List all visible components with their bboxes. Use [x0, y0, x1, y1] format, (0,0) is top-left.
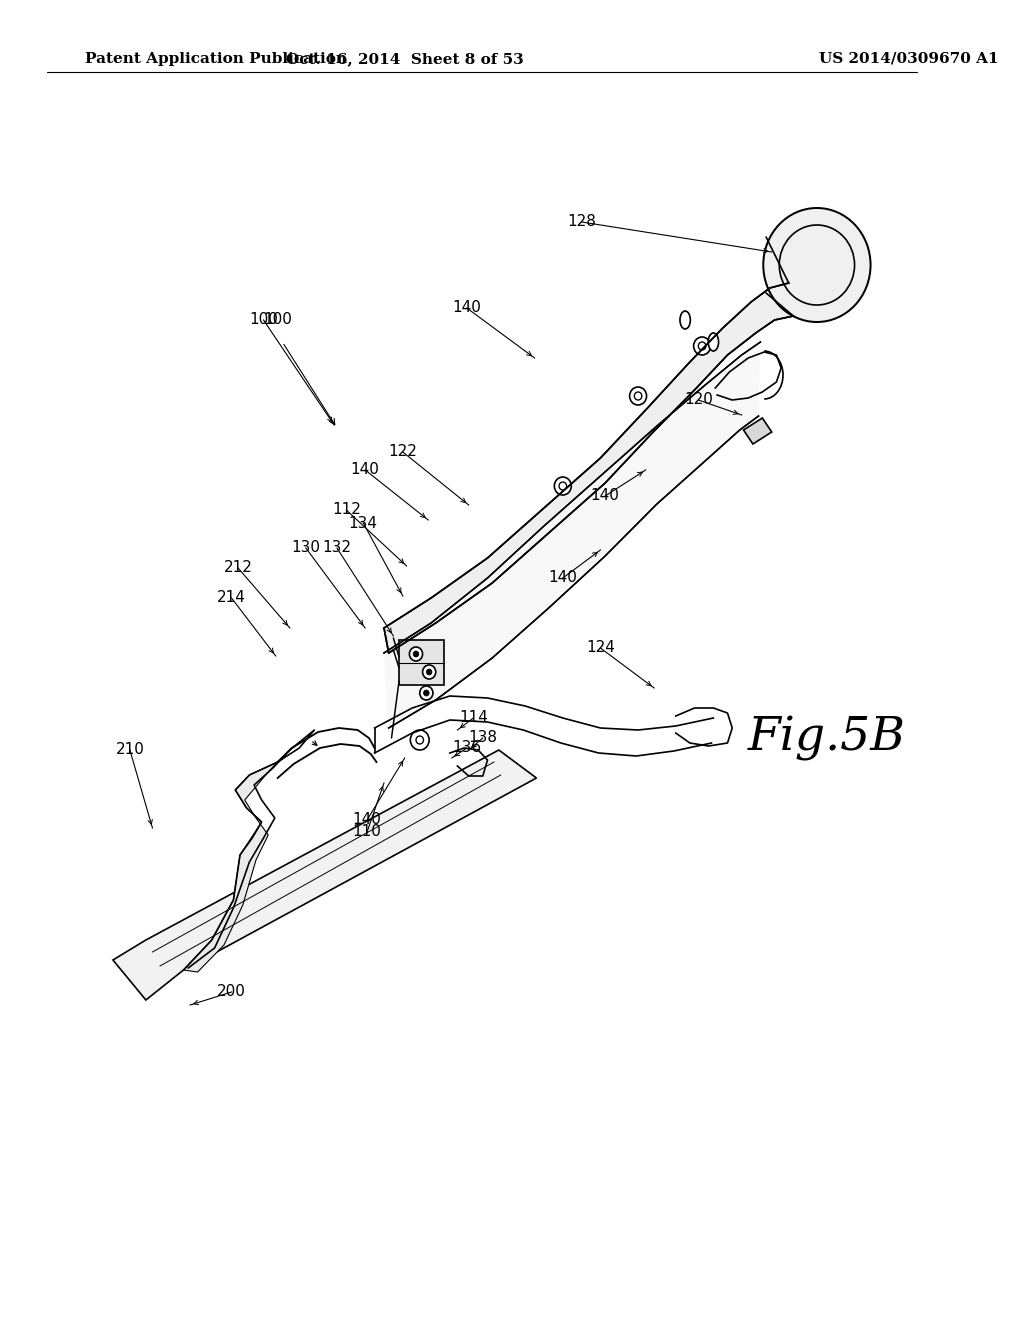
Text: US 2014/0309670 A1: US 2014/0309670 A1 [819, 51, 998, 66]
Text: 140: 140 [591, 488, 620, 503]
Text: 124: 124 [586, 640, 614, 656]
Text: 136: 136 [453, 741, 481, 755]
Bar [399, 640, 444, 685]
Text: 110: 110 [352, 825, 382, 840]
Text: Oct. 16, 2014  Sheet 8 of 53: Oct. 16, 2014 Sheet 8 of 53 [286, 51, 523, 66]
Circle shape [693, 337, 711, 355]
Text: Patent Application Publication: Patent Application Publication [85, 51, 347, 66]
Text: Fig.5B: Fig.5B [749, 715, 906, 760]
Polygon shape [183, 762, 278, 972]
Text: 120: 120 [684, 392, 713, 408]
Polygon shape [384, 282, 794, 653]
Circle shape [411, 730, 429, 750]
Circle shape [763, 209, 870, 322]
Text: 134: 134 [349, 516, 378, 531]
Text: 100: 100 [263, 313, 293, 327]
Circle shape [630, 387, 646, 405]
Polygon shape [384, 342, 761, 729]
Circle shape [554, 477, 571, 495]
Polygon shape [743, 418, 772, 444]
Circle shape [420, 686, 433, 700]
Text: 212: 212 [223, 561, 253, 576]
Polygon shape [113, 750, 537, 1001]
Ellipse shape [709, 333, 719, 351]
Text: 140: 140 [352, 813, 382, 828]
Text: 138: 138 [468, 730, 498, 746]
Text: 112: 112 [332, 503, 360, 517]
Ellipse shape [680, 312, 690, 329]
Text: 100: 100 [249, 313, 278, 327]
Circle shape [410, 647, 423, 661]
Text: 122: 122 [388, 445, 417, 459]
Text: 140: 140 [453, 301, 481, 315]
Text: 140: 140 [351, 462, 380, 478]
Circle shape [424, 690, 429, 696]
Text: 114: 114 [459, 710, 487, 726]
Text: 140: 140 [549, 570, 578, 586]
Circle shape [426, 669, 432, 675]
Text: 210: 210 [116, 742, 144, 758]
Text: 200: 200 [217, 985, 246, 999]
Circle shape [413, 651, 419, 657]
Text: 132: 132 [323, 540, 351, 556]
Text: 130: 130 [292, 540, 321, 556]
Circle shape [423, 665, 436, 678]
Text: 214: 214 [217, 590, 246, 606]
Text: 128: 128 [567, 214, 596, 230]
